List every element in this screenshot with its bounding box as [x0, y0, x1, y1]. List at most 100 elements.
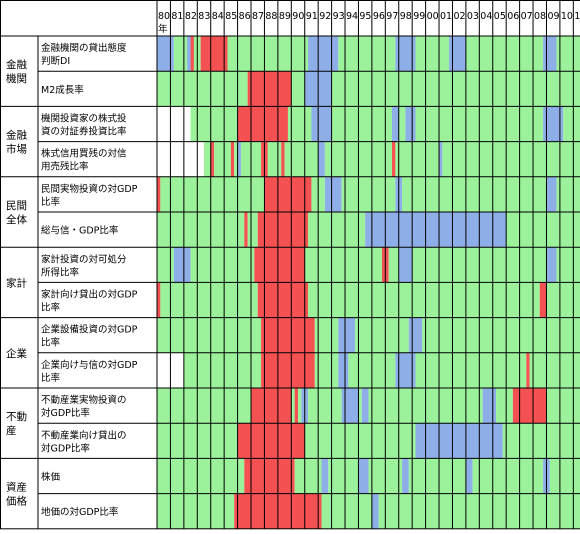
cell-blue-run — [408, 317, 423, 353]
year-tick-label: 84 — [212, 11, 224, 22]
cell-blue-run — [157, 36, 174, 72]
cell-green-run — [294, 458, 322, 494]
cell-blue-run — [237, 141, 241, 177]
row-label: 比率 — [41, 302, 61, 314]
cell-blue-run — [318, 141, 325, 177]
year-suffix-label: 年 — [158, 23, 168, 35]
group-label: 機関 — [6, 72, 27, 85]
row-label: M2成長率 — [41, 84, 84, 96]
cell-green-run — [204, 141, 211, 177]
cell-green-run — [157, 317, 262, 353]
cell-red-run — [230, 141, 235, 177]
cell-green-run — [183, 352, 262, 388]
row-label: 株価 — [41, 471, 61, 483]
group-label: 産 — [6, 424, 17, 437]
year-tick-label: 82 — [185, 11, 197, 22]
year-tick-label: 03 — [467, 11, 479, 22]
cell-blue-run — [546, 176, 557, 212]
cell-green-run — [160, 176, 265, 212]
row-label: 企業設備投資の対GDP — [41, 324, 138, 336]
cell-green-run — [472, 458, 544, 494]
cell-red-run — [261, 317, 315, 353]
cell-blue-run — [546, 247, 557, 283]
row-label: 家計投資の対可処分 — [41, 253, 127, 265]
cell-blue-run — [361, 388, 369, 424]
cell-blue-run — [395, 36, 416, 72]
cell-green-run — [157, 388, 252, 424]
cell-red-run — [264, 176, 312, 212]
cell-red-run — [392, 141, 396, 177]
year-tick-label: 97 — [386, 11, 398, 22]
year-tick-label: 02 — [454, 11, 466, 22]
cell-green-run — [304, 247, 382, 283]
year-tick-label: 92 — [319, 11, 331, 22]
cell-green-run — [328, 458, 359, 494]
row-label: 対GDP比率 — [41, 442, 90, 454]
cell-blue-run — [371, 493, 379, 529]
cell-green-run — [529, 352, 580, 388]
year-tick-label: 93 — [333, 11, 345, 22]
cell-green-run — [291, 71, 305, 107]
group-label: 民間 — [6, 200, 27, 212]
cell-blue-run — [365, 212, 507, 248]
year-tick-label: 95 — [359, 11, 371, 22]
cell-red-run — [539, 282, 547, 318]
cell-red-run — [210, 141, 215, 177]
cell-green-run — [341, 176, 396, 212]
cell-blue-run — [308, 36, 339, 72]
cell-green-run — [442, 141, 580, 177]
row-label: 資の対証券投資比率 — [41, 126, 127, 138]
cell-red-run — [257, 212, 309, 248]
cell-blue-run — [358, 458, 369, 494]
cell-red-run — [157, 282, 161, 318]
row-label: 家計向け貸出の対GDP — [41, 289, 138, 301]
year-tick-label: 90 — [292, 11, 304, 22]
cell-green-run — [157, 493, 235, 529]
cell-green-run — [556, 247, 580, 283]
year-tick-label: 05 — [494, 11, 506, 22]
cell-green-run — [506, 212, 580, 248]
cell-red-run — [157, 176, 161, 212]
cell-blue-run — [543, 106, 564, 142]
year-tick-label: 80 — [158, 11, 170, 22]
cell-red-run — [512, 388, 547, 424]
cell-red-run — [237, 106, 288, 142]
cell-green-run — [308, 282, 540, 318]
group-label: 資産 — [6, 481, 27, 494]
cell-blue-run — [439, 141, 443, 177]
cell-red-run — [526, 352, 530, 388]
cell-blue-run — [187, 36, 191, 72]
cell-green-run — [173, 36, 188, 72]
cell-green-run — [556, 36, 580, 72]
year-tick-label: 89 — [279, 11, 291, 22]
cell-green-run — [287, 106, 312, 142]
row-label: 不動産業実物投資の — [41, 394, 127, 406]
row-label: 不動産業向け貸出の — [41, 429, 127, 441]
cell-green-run — [298, 388, 302, 424]
cell-green-run — [157, 247, 174, 283]
year-tick-label: 91 — [306, 11, 318, 22]
year-tick-label: 94 — [346, 11, 358, 22]
row-label: 対GDP比率 — [41, 407, 90, 419]
cell-red-run — [294, 388, 299, 424]
year-tick-label: 07 — [521, 11, 533, 22]
cell-green-run — [415, 352, 527, 388]
year-tick-label: 88 — [265, 11, 277, 22]
cell-green-run — [408, 458, 466, 494]
row-label: 比率 — [41, 196, 61, 208]
cell-red-run — [247, 71, 292, 107]
cell-blue-run — [341, 388, 359, 424]
cell-green-run — [247, 212, 258, 248]
cell-blue-run — [482, 388, 497, 424]
cell-red-run — [261, 352, 315, 388]
cell-green-run — [563, 106, 580, 142]
row-label: 金融機関の貸出態度 — [41, 42, 127, 54]
year-tick-label: 81 — [171, 11, 183, 22]
cell-green-run — [556, 176, 580, 212]
group-label: 家計 — [6, 276, 27, 289]
year-tick-label: 96 — [373, 11, 385, 22]
cell-green-run — [227, 36, 309, 72]
